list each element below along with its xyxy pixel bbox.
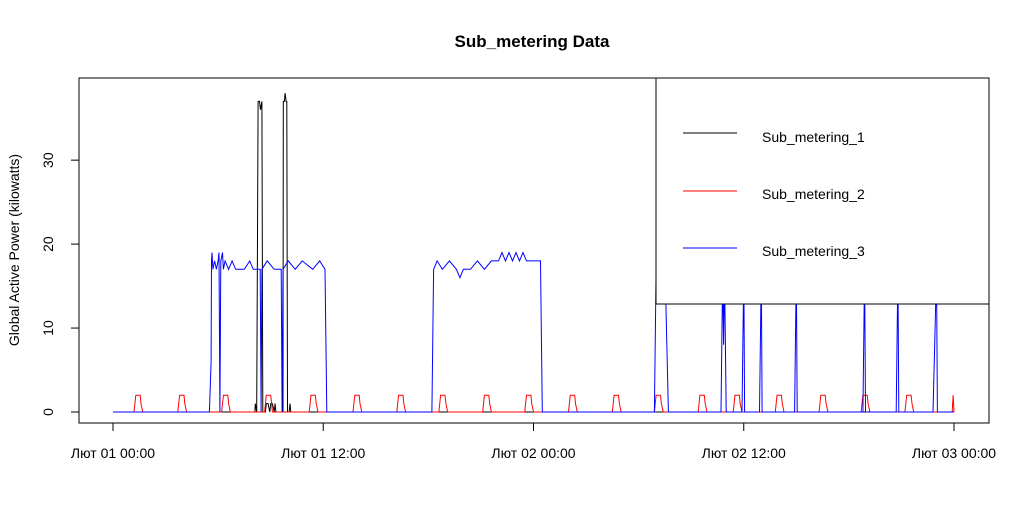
y-tick-label: 0 [40, 408, 56, 416]
legend: Sub_metering_1 Sub_metering_2 Sub_meteri… [655, 77, 990, 305]
y-tick-label: 30 [40, 152, 56, 168]
y-tick-label: 20 [40, 236, 56, 252]
x-tick-label: Лют 02 12:00 [702, 445, 786, 461]
x-tick-label: Лют 02 00:00 [491, 445, 575, 461]
chart-title: Sub_metering Data [455, 32, 610, 51]
y-axis-label: Global Active Power (kilowatts) [6, 154, 22, 346]
legend-label-sub-metering-3: Sub_metering_3 [762, 243, 865, 259]
x-tick-label: Лют 03 00:00 [912, 445, 996, 461]
series-line-sub-metering-2 [113, 394, 955, 413]
x-tick-label: Лют 01 00:00 [71, 445, 155, 461]
y-tick-label: 10 [40, 320, 56, 336]
series-line-sub-metering-1 [113, 92, 954, 413]
x-tick-label: Лют 01 12:00 [281, 445, 365, 461]
y-axis: 0 10 20 30 [40, 152, 80, 416]
legend-label-sub-metering-1: Sub_metering_1 [762, 129, 865, 145]
legend-label-sub-metering-2: Sub_metering_2 [762, 186, 865, 202]
x-axis: Лют 01 00:00 Лют 01 12:00 Лют 02 00:00 Лют … [71, 422, 996, 461]
